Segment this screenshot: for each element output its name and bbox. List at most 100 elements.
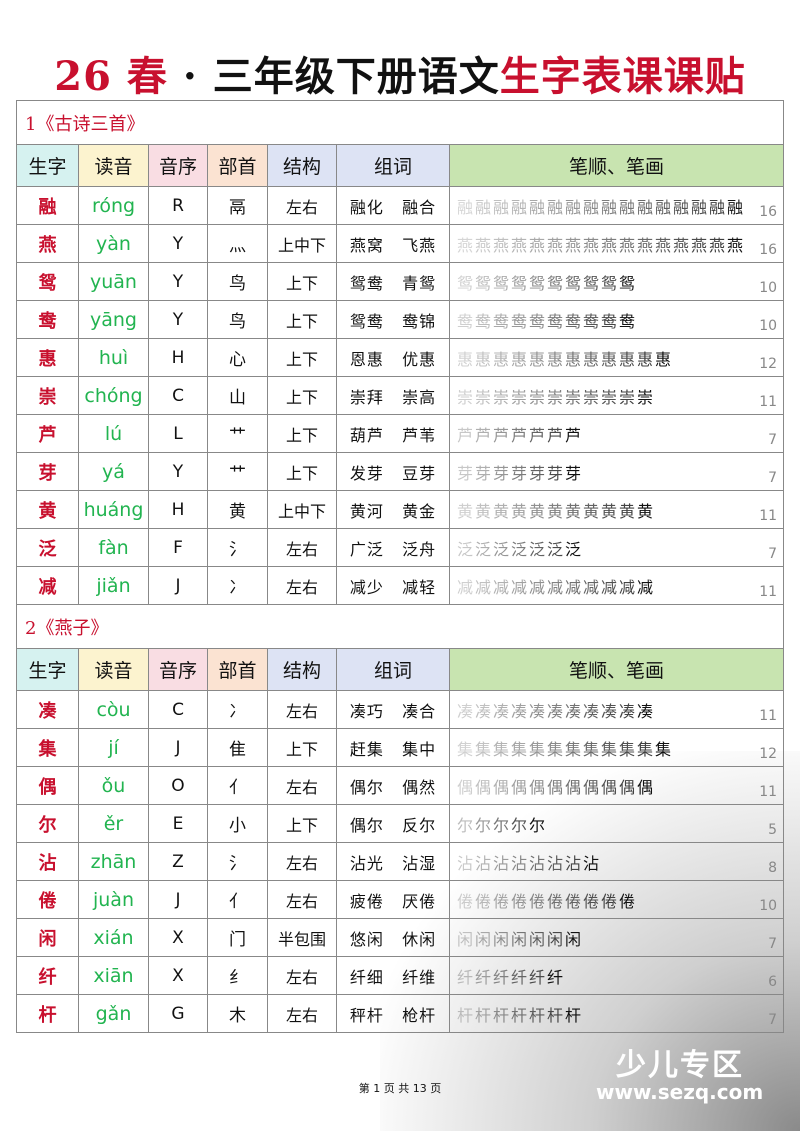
- stroke-frame: 凑: [546, 701, 563, 721]
- stroke-frame: 鸳: [582, 273, 599, 293]
- stroke-frame: 惠: [564, 349, 581, 369]
- stroke-frame: 集: [456, 739, 473, 759]
- stroke-count: 6: [768, 974, 778, 990]
- table-row: 集 jí J 隹上下 赶集 集中集集集集集集集集集集集集 12: [16, 728, 785, 767]
- stroke-frame: 燕: [564, 235, 581, 255]
- character-cell: 鸯: [16, 300, 79, 339]
- stroke-frame: 燕: [474, 235, 491, 255]
- stroke-frame: 尔: [528, 815, 545, 835]
- pinyin-cell: fàn: [78, 528, 149, 567]
- stroke-order-cell: 惠惠惠惠惠惠惠惠惠惠惠惠 12: [448, 338, 785, 377]
- stroke-frame: 鸳: [474, 273, 491, 293]
- stroke-frame: 凑: [636, 701, 653, 721]
- initial-cell: X: [148, 956, 208, 995]
- stroke-frame: 倦: [582, 891, 599, 911]
- character-cell: 杆: [16, 994, 79, 1033]
- stroke-frame: 凑: [582, 701, 599, 721]
- stroke-frame: 偶: [528, 777, 545, 797]
- stroke-frame: 偶: [546, 777, 563, 797]
- character-cell: 燕: [16, 224, 79, 263]
- stroke-frame: 纤: [492, 967, 509, 987]
- stroke-frame: 沾: [528, 853, 545, 873]
- table-row: 燕 yàn Y 灬上中下 燕窝 飞燕燕燕燕燕燕燕燕燕燕燕燕燕燕燕燕燕 16: [16, 224, 785, 263]
- column-header: 结构: [267, 648, 337, 691]
- radical-cell: 纟: [207, 956, 268, 995]
- stroke-frame: 芦: [546, 425, 563, 445]
- stroke-frame: 崇: [528, 387, 545, 407]
- initial-cell: L: [148, 414, 208, 453]
- character-cell: 凑: [16, 690, 79, 729]
- stroke-frame: 纤: [474, 967, 491, 987]
- stroke-frame: 崇: [618, 387, 635, 407]
- stroke-frame: 偶: [456, 777, 473, 797]
- stroke-frame: 融: [564, 197, 581, 217]
- words-cell: 赶集 集中: [336, 728, 450, 767]
- stroke-frame: 黄: [528, 501, 545, 521]
- stroke-frame: 减: [456, 577, 473, 597]
- stroke-frame: 偶: [600, 777, 617, 797]
- stroke-order-cell: 燕燕燕燕燕燕燕燕燕燕燕燕燕燕燕燕 16: [448, 224, 785, 263]
- stroke-frame: 鸳: [510, 273, 527, 293]
- stroke-frame: 集: [636, 739, 653, 759]
- initial-cell: J: [148, 880, 208, 919]
- stroke-frame: 闲: [546, 929, 563, 949]
- stroke-frame: 杆: [510, 1005, 527, 1025]
- stroke-frame: 凑: [456, 701, 473, 721]
- initial-cell: X: [148, 918, 208, 957]
- stroke-frame: 凑: [474, 701, 491, 721]
- words-cell: 崇拜 崇高: [336, 376, 450, 415]
- stroke-frame: 燕: [546, 235, 563, 255]
- stroke-frame: 崇: [492, 387, 509, 407]
- stroke-frame: 融: [726, 197, 743, 217]
- structure-cell: 上下: [267, 728, 337, 767]
- stroke-frame: 纤: [510, 967, 527, 987]
- table-row: 凑 còu C 冫左右 凑巧 凑合凑凑凑凑凑凑凑凑凑凑凑 11: [16, 690, 785, 729]
- stroke-frame: 凑: [492, 701, 509, 721]
- stroke-frame: 偶: [636, 777, 653, 797]
- stroke-order-cell: 倦倦倦倦倦倦倦倦倦倦 10: [448, 880, 785, 919]
- table-row: 闲 xián X 门半包围 悠闲 休闲闲闲闲闲闲闲闲 7: [16, 918, 785, 957]
- stroke-frame: 融: [456, 197, 473, 217]
- radical-cell: 艹: [207, 452, 268, 491]
- stroke-order-cell: 凑凑凑凑凑凑凑凑凑凑凑 11: [448, 690, 785, 729]
- stroke-frame: 尔: [456, 815, 473, 835]
- stroke-frame: 惠: [546, 349, 563, 369]
- table-row: 崇 chóng C 山上下 崇拜 崇高崇崇崇崇崇崇崇崇崇崇崇 11: [16, 376, 785, 415]
- stroke-frame: 杆: [492, 1005, 509, 1025]
- stroke-frame: 惠: [636, 349, 653, 369]
- table-row: 黄 huáng H 黄上中下 黄河 黄金黄黄黄黄黄黄黄黄黄黄黄 11: [16, 490, 785, 529]
- stroke-order-cell: 鸳鸳鸳鸳鸳鸳鸳鸳鸳鸳 10: [448, 262, 785, 301]
- stroke-frame: 减: [618, 577, 635, 597]
- stroke-count: 16: [759, 242, 778, 258]
- stroke-frame: 惠: [654, 349, 671, 369]
- stroke-frame: 芽: [456, 463, 473, 483]
- stroke-frame: 集: [474, 739, 491, 759]
- table-row: 偶 ǒu O 亻左右 偶尔 偶然偶偶偶偶偶偶偶偶偶偶偶 11: [16, 766, 785, 805]
- stroke-frame: 凑: [600, 701, 617, 721]
- stroke-frame: 芽: [510, 463, 527, 483]
- table-row: 沾 zhān Z 氵左右 沾光 沾湿沾沾沾沾沾沾沾沾 8: [16, 842, 785, 881]
- radical-cell: 艹: [207, 414, 268, 453]
- stroke-frame: 沾: [474, 853, 491, 873]
- header-row: 生字 读音 音序 部首 结构 组词 笔顺、笔画: [16, 648, 785, 691]
- stroke-frame: 鸯: [456, 311, 473, 331]
- stroke-frame: 燕: [636, 235, 653, 255]
- column-header: 音序: [148, 648, 208, 691]
- stroke-frame: 泛: [546, 539, 563, 559]
- stroke-frame: 崇: [474, 387, 491, 407]
- stroke-count: 11: [759, 708, 778, 724]
- table-row: 泛 fàn F 氵左右 广泛 泛舟泛泛泛泛泛泛泛 7: [16, 528, 785, 567]
- stroke-frame: 融: [618, 197, 635, 217]
- stroke-frame: 倦: [618, 891, 635, 911]
- stroke-frame: 集: [582, 739, 599, 759]
- structure-cell: 上中下: [267, 224, 337, 263]
- column-header: 生字: [16, 144, 79, 187]
- stroke-frame: 集: [654, 739, 671, 759]
- stroke-frame: 闲: [474, 929, 491, 949]
- stroke-frame: 偶: [492, 777, 509, 797]
- stroke-frame: 集: [510, 739, 527, 759]
- stroke-frame: 凑: [528, 701, 545, 721]
- stroke-frame: 偶: [618, 777, 635, 797]
